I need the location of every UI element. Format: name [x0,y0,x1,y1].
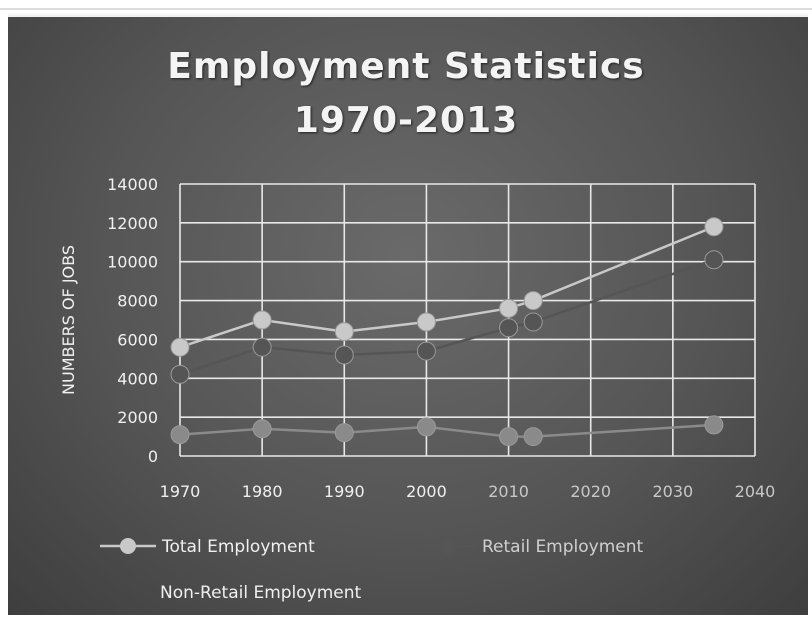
data-point [499,318,519,338]
chart-title: Employment Statistics [167,46,645,87]
data-point [252,419,272,439]
data-point [334,345,354,365]
y-tick-label: 4000 [117,369,158,388]
data-point [523,291,543,311]
legend-label: Total Employment [161,537,315,557]
data-point [704,415,724,435]
data-point [704,250,724,270]
x-tick-label: 2030 [652,482,693,501]
data-point [170,337,190,357]
y-tick-label: 8000 [117,292,158,311]
data-point [252,337,272,357]
y-tick-label: 12000 [107,214,158,233]
y-tick-label: 2000 [117,408,158,427]
x-tick-label: 2040 [735,482,776,501]
data-point [416,417,436,437]
y-tick-label: 6000 [117,330,158,349]
x-tick-label: 1990 [324,482,365,501]
data-point [499,427,519,447]
x-tick-label: 2000 [406,482,447,501]
legend-label: Non-Retail Employment [160,583,362,603]
data-point [416,312,436,332]
data-point [170,364,190,384]
data-point [334,423,354,443]
slide-background [8,14,808,615]
x-tick-label: 1970 [160,482,201,501]
y-tick-label: 0 [148,447,158,466]
x-tick-label: 2010 [488,482,529,501]
x-tick-label: 1980 [242,482,283,501]
y-tick-label: 14000 [107,175,158,194]
data-point [252,310,272,330]
y-axis-label: NUMBERS OF JOBS [59,245,78,395]
chart-subtitle: 1970-2013 [293,100,519,141]
data-point [523,427,543,447]
data-point [170,425,190,445]
data-point [334,322,354,342]
legend-label: Retail Employment [482,537,644,557]
data-point [416,341,436,361]
x-tick-label: 2020 [570,482,611,501]
top-border-line [0,8,812,10]
y-tick-label: 10000 [107,253,158,272]
data-point [499,298,519,318]
legend-marker [440,538,456,554]
data-point [704,217,724,237]
legend-marker [120,538,136,554]
data-point [523,312,543,332]
